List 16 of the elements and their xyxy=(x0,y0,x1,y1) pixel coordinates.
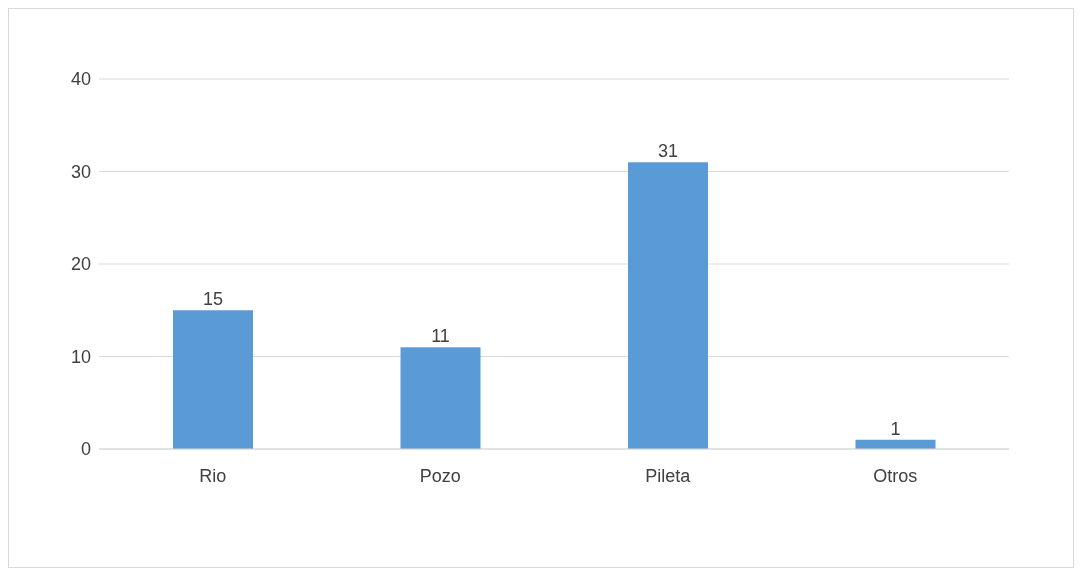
y-tick-label: 0 xyxy=(80,439,91,460)
x-tick-label: Pozo xyxy=(419,465,461,486)
y-tick-label: 10 xyxy=(70,346,91,367)
x-tick-label: Pileta xyxy=(645,465,692,486)
data-label: 15 xyxy=(202,289,224,310)
data-label: 11 xyxy=(431,326,450,347)
y-tick-label: 40 xyxy=(70,69,91,90)
y-tick-label: 20 xyxy=(70,254,91,275)
x-tick-label: Otros xyxy=(873,465,918,486)
bar xyxy=(400,347,481,449)
bar xyxy=(173,310,253,449)
bar xyxy=(628,162,708,449)
x-tick-label: Rio xyxy=(199,465,227,486)
data-label: 1 xyxy=(890,418,901,439)
data-label: 31 xyxy=(657,141,679,162)
y-tick-label: 30 xyxy=(70,161,91,182)
